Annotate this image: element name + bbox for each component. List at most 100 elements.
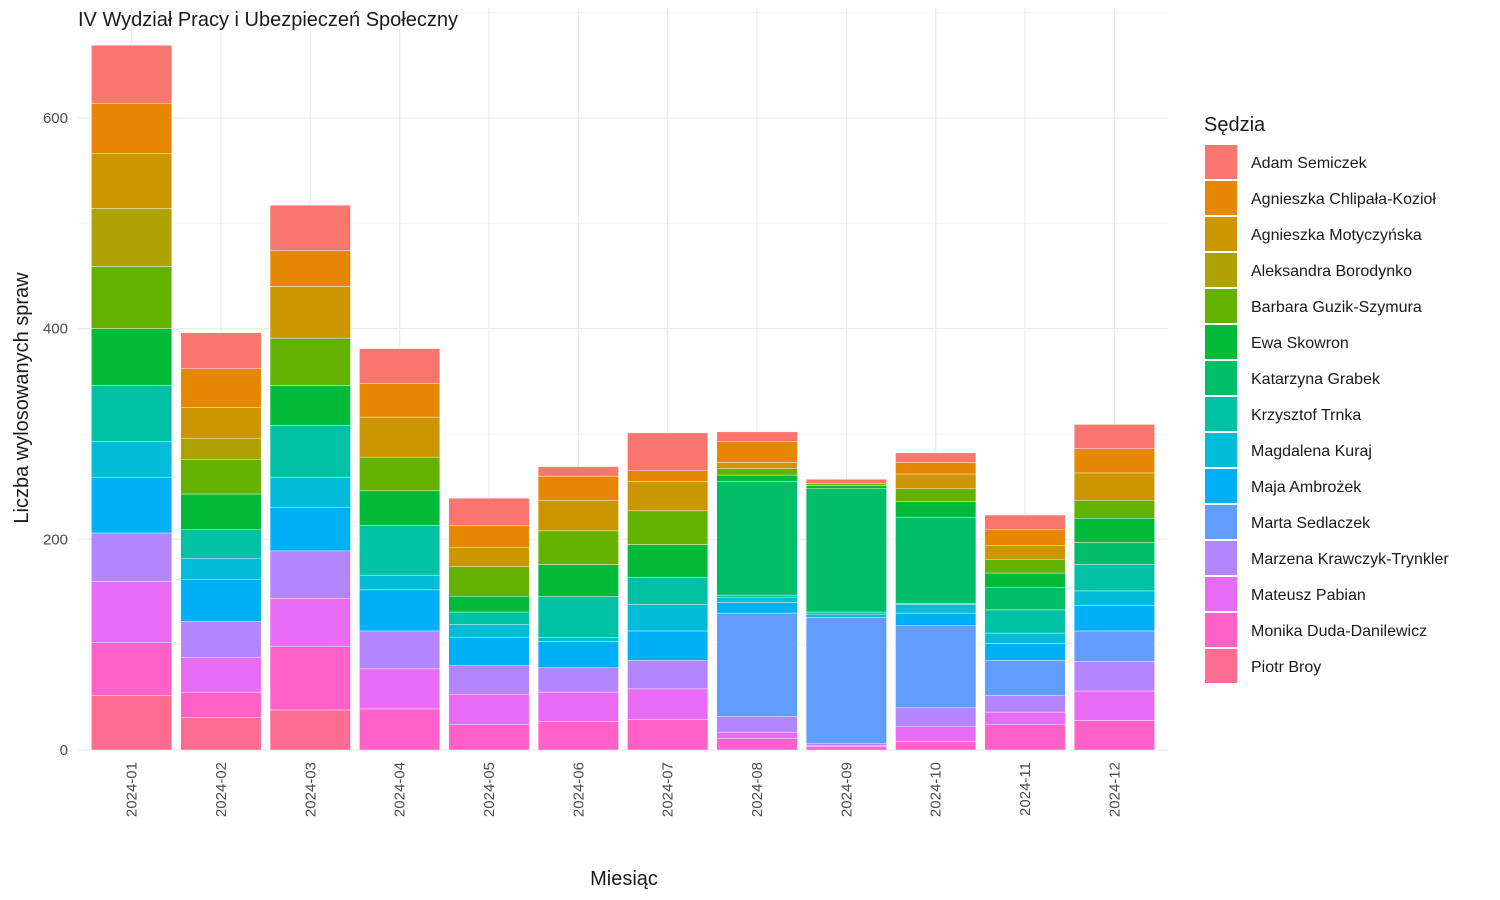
bar-segment [359,456,441,492]
bar-segment [627,719,709,751]
bar-segment [984,572,1066,588]
bar-segment [359,383,441,418]
bar-segment [448,525,530,548]
legend-swatch [1205,181,1237,215]
bar-segment [805,613,887,618]
bar-segment [180,493,262,531]
bar-segment [180,407,262,439]
legend-label: Piotr Broy [1251,659,1321,676]
bar-segment [269,476,351,508]
bar-segment [269,337,351,386]
bar-segment [180,558,262,580]
bar-segment [627,481,709,512]
legend-label: Krzysztof Trnka [1251,407,1361,424]
bar-segment [91,581,173,643]
legend-swatch [1205,577,1237,611]
bar-segment [984,609,1066,634]
bars-layer [91,45,1155,751]
bar-segment [180,579,262,622]
legend-swatch [1205,289,1237,323]
legend-swatch [1205,469,1237,503]
bar-segment [895,473,977,489]
bar-segment [537,466,619,477]
bar-segment [716,462,798,469]
bar-segment [627,688,709,720]
legend-label: Agnieszka Motyczyńska [1251,227,1422,244]
bar-segment [627,432,709,472]
legend-label: Ewa Skowron [1251,335,1349,352]
bar-segment [359,416,441,458]
bar-segment [1073,518,1155,543]
legend-swatch [1205,541,1237,575]
legend-swatch [1205,649,1237,683]
bar-segment [359,574,441,591]
bar-segment [537,475,619,501]
bar-segment [1073,448,1155,474]
bar-segment [1073,605,1155,632]
bar-segment [91,153,173,209]
bar-segment [805,479,887,484]
bar-segment [805,611,887,615]
bar-segment [448,665,530,695]
bar-segment [537,721,619,751]
x-tick-label: 2024-06 [570,762,587,817]
legend-label: Katarzyna Grabek [1251,371,1381,388]
bar-segment [448,547,530,567]
bar-segment [1073,424,1155,449]
bar-segment [180,621,262,658]
legend-swatch [1205,253,1237,287]
y-tick-label: 400 [43,321,68,338]
bar-segment [180,691,262,718]
bar-segment [984,559,1066,574]
bar-segment [269,286,351,339]
bar-segment [805,746,887,751]
bar-segment [448,595,530,613]
bar-segment [895,604,977,614]
x-axis-title: Miesiąc [590,868,658,890]
legend-swatch [1205,397,1237,431]
bar-segment [1073,564,1155,592]
legend-label: Magdalena Kuraj [1251,443,1372,460]
bar-segment [448,724,530,751]
bar-segment [359,630,441,670]
bar-segment [716,612,798,717]
bar-segment [359,348,441,384]
bar-segment [984,695,1066,713]
bar-segment [895,726,977,742]
bar-segment [1073,720,1155,751]
bar-segment [180,437,262,460]
bar-segment [91,385,173,442]
bar-segment [448,693,530,725]
bar-segment [448,624,530,638]
legend-label: Marta Sedlaczek [1251,515,1371,532]
bar-segment [537,530,619,565]
y-tick-label: 0 [60,742,68,759]
bar-segment [627,544,709,578]
bar-segment [269,250,351,287]
bar-segment [984,632,1066,644]
legend-swatch [1205,613,1237,647]
bar-segment [91,441,173,478]
bar-segment [180,459,262,495]
bar-segment [269,205,351,251]
bar-segment [180,529,262,559]
bar-segment [269,646,351,711]
bar-segment [269,709,351,751]
bar-segment [895,612,977,626]
bar-segment [91,266,173,329]
bar-segment [716,731,798,739]
bar-segment [537,500,619,532]
bar-segment [895,501,977,518]
bar-segment [805,743,887,746]
y-axis-title: Liczba wylosowanych spraw [11,272,33,524]
x-tick-label: 2024-11 [1017,762,1034,816]
x-tick-label: 2024-07 [660,762,677,817]
bar-segment [805,488,887,613]
legend-label: Marzena Krawczyk-Trynkler [1251,551,1449,568]
bar-segment [984,724,1066,751]
bar-segment [716,597,798,603]
bar-segment [716,468,798,476]
bar-segment [627,470,709,482]
bar-segment [627,660,709,690]
bar-segment [537,637,619,642]
